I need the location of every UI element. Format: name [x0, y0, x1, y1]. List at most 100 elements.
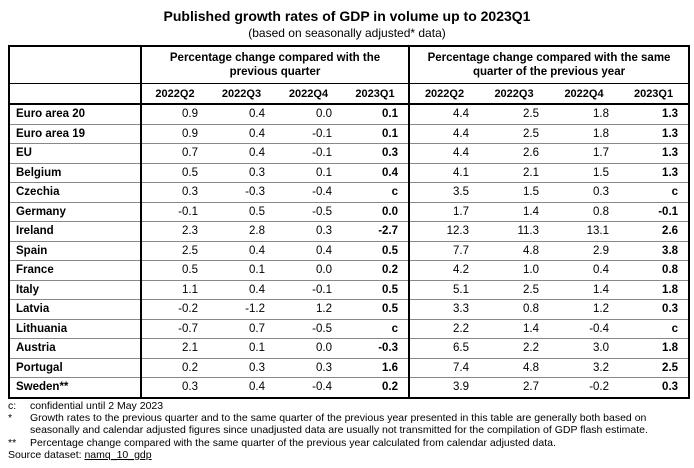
note: * Growth rates to the previous quarter an…: [8, 412, 690, 436]
cell: 0.4: [208, 280, 275, 300]
source-label: Source dataset:: [8, 448, 82, 461]
row: Austria 2.1 0.1 0.0 -0.3 6.5 2.2 3.0 1.8: [9, 338, 690, 359]
cell: 2.2: [479, 338, 550, 359]
column-header: 2022Q3: [208, 83, 275, 105]
row: Euro area 20 0.9 0.4 0.0 0.1 4.4 2.5 1.8 1.3: [9, 104, 690, 125]
cell: 2.1: [479, 163, 550, 183]
cell: 0.8: [619, 260, 690, 281]
row: Lithuania -0.7 0.7 -0.5 c 2.2 1.4 -0.4 c: [9, 319, 690, 339]
cell: 0.4: [208, 124, 275, 144]
cell: -0.4: [275, 182, 342, 203]
group-header: Percentage change compared with the prev…: [139, 46, 410, 84]
note-text: Percentage change compared with the same…: [30, 436, 556, 449]
cell: 4.2: [408, 260, 480, 281]
cell: -0.4: [549, 319, 620, 339]
cell: 1.4: [479, 202, 550, 222]
cell: 1.3: [619, 104, 690, 125]
cell: 1.2: [275, 299, 342, 320]
country: EU: [9, 143, 141, 164]
title: Published growth rates of GDP in volume …: [163, 8, 531, 24]
source-link[interactable]: namq_10_gdp: [84, 448, 152, 461]
row: France 0.5 0.1 0.0 0.2 4.2 1.0 0.4 0.8: [9, 260, 690, 281]
cell: -0.5: [275, 319, 342, 339]
row: EU 0.7 0.4 -0.1 0.3 4.4 2.6 1.7 1.3: [9, 143, 690, 164]
cell: 0.0: [275, 260, 342, 281]
row: Ireland 2.3 2.8 0.3 -2.7 12.3 11.3 13.1 2.6: [9, 221, 690, 242]
country: Ireland: [9, 221, 141, 242]
cell: 0.5: [342, 280, 410, 300]
cell: 1.2: [549, 299, 620, 320]
cell: 0.0: [275, 104, 342, 125]
note-mark: *: [8, 412, 13, 425]
column-header: 2022Q2: [140, 83, 208, 105]
cell: 0.4: [208, 377, 275, 398]
cell: 0.3: [342, 143, 410, 164]
cell: 0.5: [140, 163, 208, 183]
country: Czechia: [9, 182, 141, 203]
cell: 0.3: [275, 221, 342, 242]
cell: 1.0: [479, 260, 550, 281]
row: Portugal 0.2 0.3 0.3 1.6 7.4 4.8 3.2 2.5: [9, 358, 690, 378]
row: Belgium 0.5 0.3 0.1 0.4 4.1 2.1 1.5 1.3: [9, 163, 690, 183]
cell: -0.5: [275, 202, 342, 222]
group-header: Percentage change compared with the same…: [408, 46, 690, 84]
cell: 0.2: [342, 260, 410, 281]
cell: -0.4: [275, 377, 342, 398]
cell: 0.1: [342, 104, 410, 125]
cell: -0.1: [275, 143, 342, 164]
cell: 1.7: [549, 143, 620, 164]
cell: 0.8: [479, 299, 550, 320]
cell: 0.1: [275, 163, 342, 183]
cell: -0.2: [549, 377, 620, 398]
note: c: confidential until 2 May 2023: [8, 400, 690, 412]
cell: 6.5: [408, 338, 480, 359]
cell: 2.2: [408, 319, 480, 339]
cell: 4.4: [408, 104, 480, 125]
cell: 0.4: [549, 260, 620, 281]
cell: 0.9: [140, 104, 208, 125]
cell: 7.7: [408, 241, 480, 261]
row: Spain 2.5 0.4 0.4 0.5 7.7 4.8 2.9 3.8: [9, 241, 690, 261]
cell: 3.9: [408, 377, 480, 398]
cell: 13.1: [549, 221, 620, 242]
cell: 2.7: [479, 377, 550, 398]
cell: 1.3: [619, 143, 690, 164]
note-mark: c:: [8, 400, 17, 412]
cell: 2.5: [140, 241, 208, 261]
cell: 2.3: [140, 221, 208, 242]
cell: 0.7: [140, 143, 208, 164]
cell: 1.4: [549, 280, 620, 300]
cell: 12.3: [408, 221, 480, 242]
cell: 0.8: [549, 202, 620, 222]
country: Latvia: [9, 299, 141, 320]
cell: 0.9: [140, 124, 208, 144]
cell: 0.3: [619, 299, 690, 320]
cell: -0.1: [275, 124, 342, 144]
cell: 4.4: [408, 143, 480, 164]
row: Germany -0.1 0.5 -0.5 0.0 1.7 1.4 0.8 -0.1: [9, 202, 690, 222]
cell: 0.3: [549, 182, 620, 203]
cell: 2.5: [619, 358, 690, 378]
cell: 0.4: [208, 241, 275, 261]
cell: 1.8: [549, 104, 620, 125]
country: Euro area 19: [9, 124, 141, 144]
cell: 0.2: [140, 358, 208, 378]
cell: -2.7: [342, 221, 410, 242]
country: France: [9, 260, 141, 281]
cell: 1.5: [549, 163, 620, 183]
cell: 0.7: [208, 319, 275, 339]
cell: 0.3: [208, 163, 275, 183]
cell: 0.3: [619, 377, 690, 398]
cell: 2.9: [549, 241, 620, 261]
cell: 1.4: [479, 319, 550, 339]
cell: -0.2: [140, 299, 208, 320]
cell: 0.1: [342, 124, 410, 144]
corner: [9, 46, 141, 84]
cell: 1.1: [140, 280, 208, 300]
cell: -0.1: [140, 202, 208, 222]
cell: 1.8: [619, 338, 690, 359]
column-header: 2022Q4: [549, 83, 620, 105]
cell: 0.3: [275, 358, 342, 378]
cell: 2.1: [140, 338, 208, 359]
cell: c: [342, 319, 410, 339]
